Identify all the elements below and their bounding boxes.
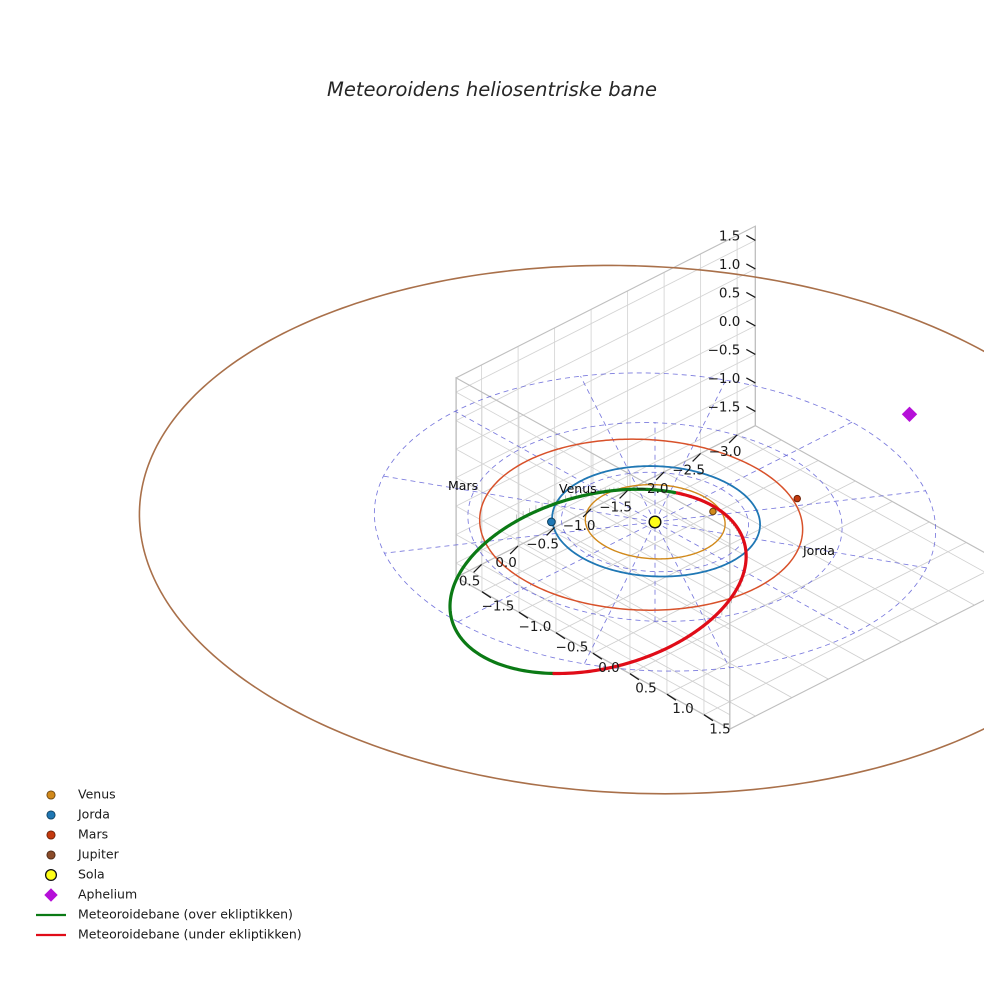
z-tick-label: −0.5 bbox=[708, 342, 741, 358]
body-markers bbox=[547, 406, 918, 529]
y-tick-label: −1.0 bbox=[519, 619, 552, 635]
legend-circle-swatch bbox=[46, 810, 56, 820]
axes-panes bbox=[454, 225, 984, 731]
x-tick-label: −2.5 bbox=[672, 462, 705, 478]
orbit-jupiter bbox=[138, 264, 984, 795]
y-tick-label: 0.0 bbox=[598, 660, 619, 676]
meteoroid-arc-under-ecliptic bbox=[552, 492, 748, 676]
z-tick-label: 1.0 bbox=[719, 257, 740, 273]
z-tick-label: 1.5 bbox=[719, 228, 740, 244]
legend-label: Aphelium bbox=[78, 887, 137, 902]
legend-label: Sola bbox=[78, 867, 105, 882]
legend-circle-swatch bbox=[46, 790, 56, 800]
legend-label: Meteoroidebane (over ekliptikken) bbox=[78, 907, 293, 922]
marker-aphelium bbox=[901, 406, 918, 423]
legend-item-aphelium[interactable]: Aphelium bbox=[44, 887, 137, 902]
legend-label: Jorda bbox=[77, 807, 110, 822]
legend-circle-swatch bbox=[46, 830, 56, 840]
legend-label: Jupiter bbox=[77, 847, 120, 862]
page-title: Meteoroidens heliosentriske bane bbox=[327, 78, 657, 101]
legend-label: Mars bbox=[78, 827, 108, 842]
legend-diamond-swatch bbox=[44, 888, 58, 902]
planet-orbits bbox=[138, 264, 984, 795]
marker-venus bbox=[709, 507, 717, 516]
y-tick-label: 1.0 bbox=[672, 701, 693, 717]
legend-item-jorda[interactable]: Jorda bbox=[46, 807, 110, 822]
x-tick-label: −2.0 bbox=[636, 481, 669, 497]
marker-sola bbox=[648, 515, 662, 529]
y-tick-label: 1.5 bbox=[709, 722, 730, 738]
meteoroid-arc-over-ecliptic bbox=[448, 487, 677, 676]
x-tick-label: 0.5 bbox=[459, 573, 480, 589]
legend-item-meteoroidebane[interactable]: Meteoroidebane (under ekliptikken) bbox=[36, 927, 302, 942]
y-tick-label: 0.5 bbox=[635, 681, 656, 697]
meteoroid-orbit bbox=[448, 487, 748, 676]
x-tick-label: −1.0 bbox=[563, 518, 596, 534]
orbit-jorda bbox=[551, 465, 761, 578]
z-tick-label: 0.5 bbox=[719, 285, 740, 301]
y-tick-label: −0.5 bbox=[556, 640, 589, 656]
z-tick-label: −1.5 bbox=[708, 399, 741, 415]
venus-label: Venus bbox=[559, 481, 597, 496]
z-tick-label: 0.0 bbox=[719, 314, 740, 330]
legend-circle-swatch bbox=[46, 850, 56, 860]
body-annotations: Mars Venus Jorda bbox=[448, 478, 835, 558]
x-tick-label: −0.5 bbox=[526, 536, 559, 552]
legend-item-meteoroidebane[interactable]: Meteoroidebane (over ekliptikken) bbox=[36, 907, 293, 922]
orbit-mars bbox=[478, 438, 804, 611]
x-tick-label: −1.5 bbox=[599, 499, 632, 515]
x-tick-label: −3.0 bbox=[709, 444, 742, 460]
legend-item-mars[interactable]: Mars bbox=[46, 827, 108, 842]
legend-label: Venus bbox=[78, 787, 116, 802]
mars-label: Mars bbox=[448, 478, 478, 493]
y-tick-label: −1.5 bbox=[482, 599, 515, 615]
legend-item-sola[interactable]: Sola bbox=[44, 867, 105, 882]
legend: Venus Jorda Mars Jupiter Sola Aphelium Meteoro… bbox=[36, 787, 302, 942]
legend-label: Meteoroidebane (under ekliptikken) bbox=[78, 927, 302, 942]
jorda-label: Jorda bbox=[802, 543, 835, 558]
z-tick-label: −1.0 bbox=[708, 371, 741, 387]
marker-jorda bbox=[547, 517, 556, 527]
marker-mars bbox=[793, 494, 801, 503]
axis-spines-and-ticks: 1.51.00.50.0−0.5−1.0−1.5−3.0−2.5−2.0−1.5… bbox=[459, 228, 756, 738]
x-tick-label: 0.0 bbox=[495, 555, 516, 571]
legend-item-venus[interactable]: Venus bbox=[46, 787, 116, 802]
legend-circle-swatch bbox=[44, 868, 58, 882]
orbit-venus bbox=[584, 483, 726, 560]
legend-item-jupiter[interactable]: Jupiter bbox=[46, 847, 120, 862]
